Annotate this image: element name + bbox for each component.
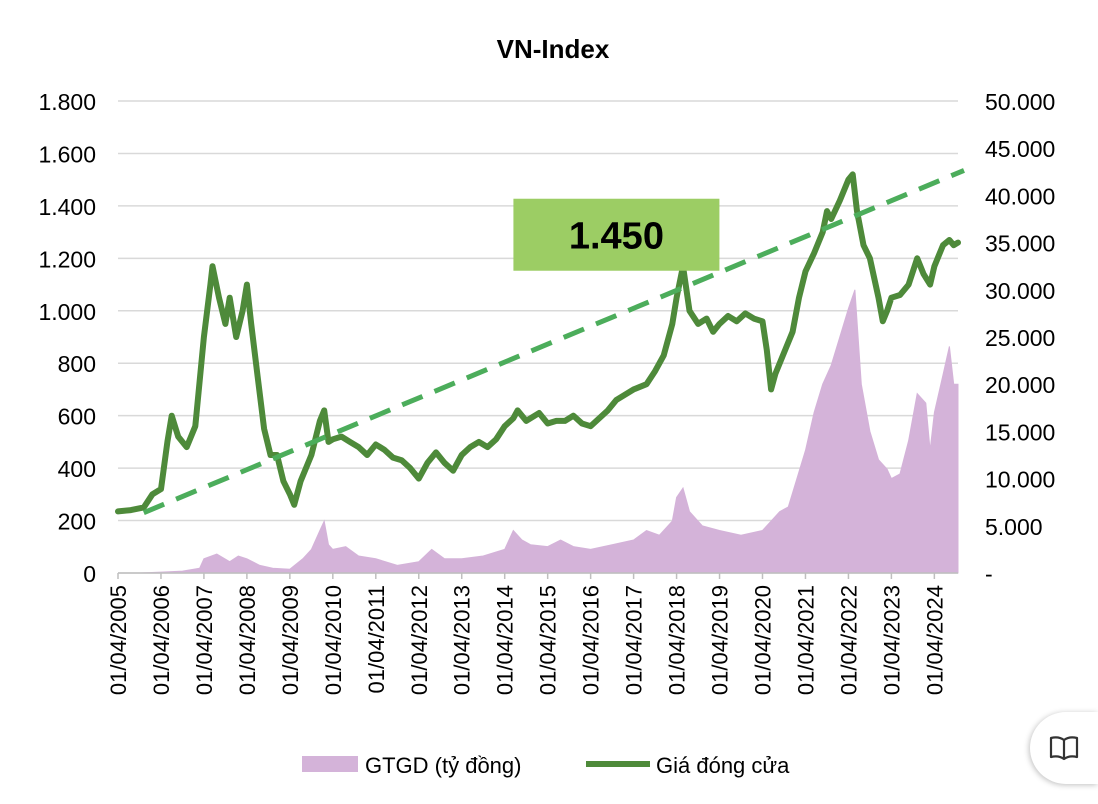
- volume-area-layer: [118, 289, 959, 574]
- x-tick-label: 01/04/2022: [836, 585, 861, 695]
- x-tick-label: 01/04/2015: [536, 585, 561, 695]
- x-tick-label: 01/04/2007: [192, 585, 217, 695]
- x-tick-label: 01/04/2005: [106, 585, 131, 695]
- left-axis-tick-label: 1.800: [38, 89, 96, 115]
- right-axis-tick-label: 40.000: [985, 183, 1055, 209]
- annotations: 1.450: [513, 198, 720, 271]
- right-axis-tick-label: 10.000: [985, 467, 1055, 493]
- annotation-box: [513, 198, 720, 271]
- reader-mode-button[interactable]: [1030, 712, 1098, 784]
- right-axis-tick-label: 35.000: [985, 231, 1055, 257]
- volume-area: [118, 289, 959, 574]
- right-axis-tick-label: 15.000: [985, 419, 1055, 445]
- x-tick-label: 01/04/2013: [450, 585, 475, 695]
- x-tick-label: 01/04/2021: [793, 585, 818, 695]
- legend-label-volume: GTGD (tỷ đồng): [365, 753, 521, 778]
- x-tick-label: 01/04/2014: [493, 585, 518, 695]
- annotation-label: 1.450: [569, 216, 664, 258]
- right-axis-tick-label: 50.000: [985, 89, 1055, 115]
- right-axis-tick-label: 30.000: [985, 278, 1055, 304]
- x-tick-label: 01/04/2006: [149, 585, 174, 695]
- right-axis-tick-label: 5.000: [985, 514, 1043, 540]
- x-tick-label: 01/04/2018: [665, 585, 690, 695]
- x-tick-label: 01/04/2012: [407, 585, 432, 695]
- left-axis-tick-label: 600: [58, 404, 96, 430]
- gridlines: [118, 100, 958, 574]
- left-axis-tick-label: 400: [58, 456, 96, 482]
- left-axis-tick-label: 0: [83, 561, 96, 587]
- right-axis-tick-label: -: [985, 561, 993, 587]
- right-axis-tick-label: 25.000: [985, 325, 1055, 351]
- price-line: [115, 171, 961, 515]
- x-tick-label: 01/04/2023: [879, 585, 904, 695]
- price-line-layer: [115, 168, 965, 515]
- legend-swatch-volume: [302, 756, 358, 772]
- x-tick-label: 01/04/2009: [278, 585, 303, 695]
- legend: GTGD (tỷ đồng) Giá đóng cửa: [302, 753, 790, 778]
- axes: 0 200 400 600 800 1.000 1.200 1.400 1.600 1.800 - 5…: [38, 89, 1055, 695]
- x-tick-label: 01/04/2020: [751, 585, 776, 695]
- x-tick-label: 01/04/2017: [622, 585, 647, 695]
- x-tick-label: 01/04/2024: [922, 585, 947, 695]
- x-tick-label: 01/04/2019: [708, 585, 733, 695]
- x-tick-label: 01/04/2011: [364, 585, 389, 693]
- left-axis-tick-label: 800: [58, 351, 96, 377]
- left-axis-tick-label: 1.000: [38, 299, 96, 325]
- book-open-icon: [1049, 736, 1079, 761]
- left-axis-tick-label: 1.400: [38, 194, 96, 220]
- legend-label-price: Giá đóng cửa: [656, 753, 790, 778]
- right-axis-tick-label: 45.000: [985, 136, 1055, 162]
- right-axis-tick-label: 20.000: [985, 372, 1055, 398]
- left-axis-tick-label: 1.600: [38, 141, 96, 167]
- x-tick-label: 01/04/2016: [579, 585, 604, 695]
- chart-title: VN-Index: [497, 34, 610, 64]
- left-axis-tick-label: 200: [58, 509, 96, 535]
- left-axis-tick-label: 1.200: [38, 246, 96, 272]
- x-tick-label: 01/04/2010: [321, 585, 346, 695]
- trend-line: [142, 168, 965, 515]
- x-tick-label: 01/04/2008: [235, 585, 260, 695]
